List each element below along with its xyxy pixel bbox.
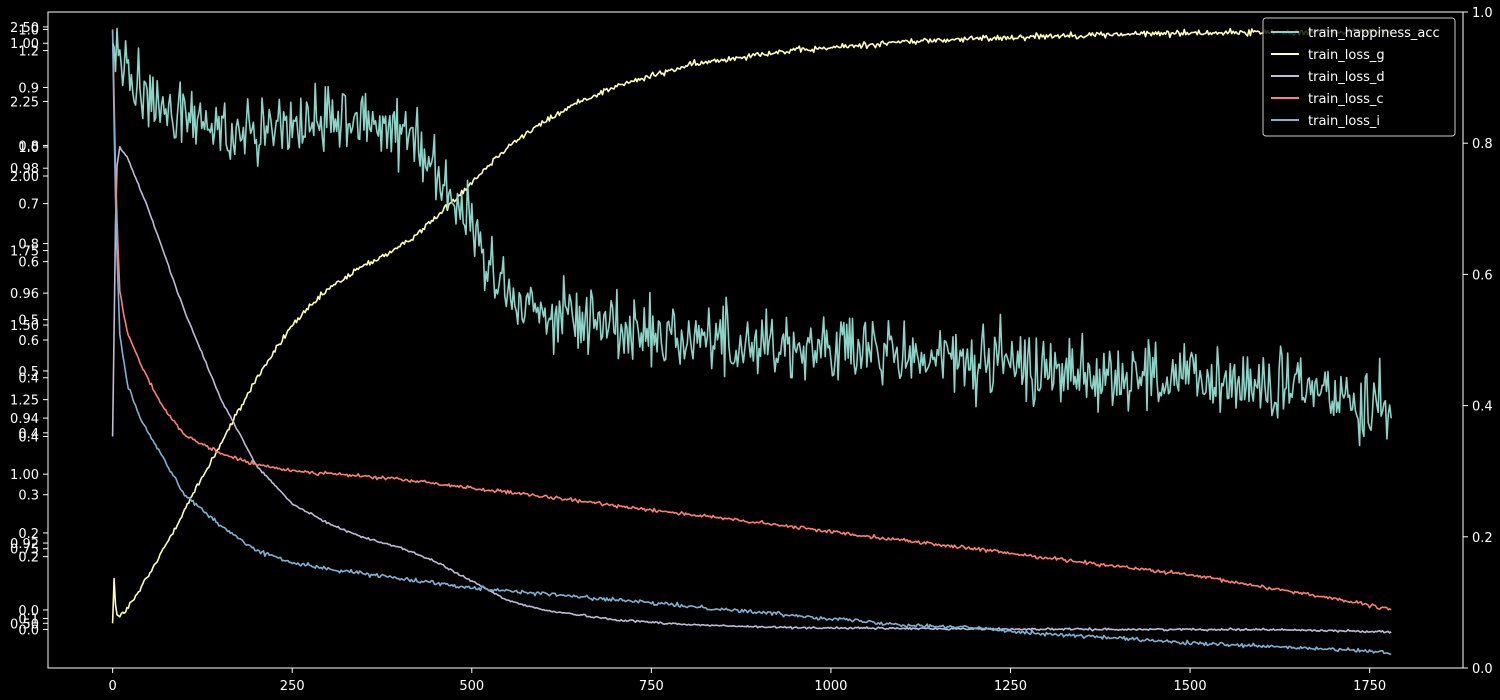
left-tick-label: 1.0 bbox=[18, 23, 39, 38]
x-tick-label: 0 bbox=[109, 679, 117, 694]
x-tick-label: 1500 bbox=[1174, 679, 1207, 694]
right-tick-label: 0.0 bbox=[1472, 662, 1493, 677]
left-tick-label: 0.1 bbox=[18, 612, 39, 627]
right-axis: 0.0 0.2 0.4 0.6 0.8 1.0 bbox=[1463, 6, 1493, 677]
left-tick-label: 0.4 bbox=[18, 430, 39, 445]
x-tick-label: 1250 bbox=[994, 679, 1027, 694]
left-tick-label: 0.50 bbox=[10, 617, 39, 632]
left-tick-label: 0.75 bbox=[10, 543, 39, 558]
left-tick-label: 1.25 bbox=[10, 394, 39, 409]
right-tick-label: 0.2 bbox=[1472, 531, 1493, 546]
left-tick-label: 0.98 bbox=[10, 162, 39, 177]
x-tick-label: 250 bbox=[280, 679, 305, 694]
left-tick-label: 0.92 bbox=[10, 537, 39, 552]
left-tick-label: 0.4 bbox=[18, 427, 39, 442]
series-line-train_happiness_acc bbox=[111, 27, 1392, 447]
x-tick-label: 500 bbox=[459, 679, 484, 694]
left-tick-label: 0.96 bbox=[10, 287, 39, 302]
left-tick-label: 0.4 bbox=[18, 372, 39, 387]
plot-area bbox=[47, 11, 1464, 669]
left-tick-label: 1.50 bbox=[10, 319, 39, 334]
left-tick-label: 0.3 bbox=[18, 489, 39, 504]
left-tick-label: 0.94 bbox=[10, 412, 39, 427]
legend-label: train_happiness_acc bbox=[1308, 26, 1440, 41]
left-tick-label: 0.6 bbox=[18, 256, 39, 271]
left-tick-label: 0.6 bbox=[18, 334, 39, 349]
left-tick-label: 1.0 bbox=[18, 141, 39, 156]
right-tick-label: 0.4 bbox=[1472, 400, 1493, 415]
left-tick-label: 0.2 bbox=[18, 527, 39, 542]
right-tick-label: 0.6 bbox=[1472, 268, 1493, 283]
legend: train_happiness_acc train_loss_g train_los… bbox=[1262, 17, 1456, 137]
left-tick-label: 1.00 bbox=[10, 468, 39, 483]
left-tick-label: 0.5 bbox=[18, 314, 39, 329]
right-tick-label: 1.0 bbox=[1472, 6, 1493, 21]
left-tick-label: 0.0 bbox=[18, 604, 39, 619]
x-tick-label: 1000 bbox=[814, 679, 847, 694]
left-tick-label: 1.75 bbox=[10, 245, 39, 260]
left-tick-label: 0.2 bbox=[18, 551, 39, 566]
left-tick-label: 2.00 bbox=[10, 170, 39, 185]
series-lines bbox=[111, 27, 1392, 655]
left-tick-label: 0.8 bbox=[18, 140, 39, 155]
series-line-train_loss_i bbox=[111, 30, 1392, 655]
legend-label: train_loss_g bbox=[1308, 48, 1385, 63]
left-tick-label: 0.9 bbox=[18, 81, 39, 96]
left-tick-label: 1.00 bbox=[10, 37, 39, 52]
x-tick-label: 1750 bbox=[1353, 679, 1386, 694]
legend-box bbox=[1262, 17, 1456, 137]
left-tick-label: 2.50 bbox=[10, 21, 39, 36]
x-axis: 0 250 500 750 1000 1250 1500 1750 bbox=[109, 668, 1386, 694]
series-line-train_loss_d bbox=[111, 146, 1392, 634]
series-line-train_loss_c bbox=[111, 29, 1392, 611]
legend-label: train_loss_i bbox=[1308, 114, 1380, 129]
right-tick-label: 0.8 bbox=[1472, 137, 1493, 152]
x-tick-label: 750 bbox=[639, 679, 664, 694]
left-tick-label: 1.2 bbox=[18, 45, 39, 60]
left-tick-label: 0.5 bbox=[18, 365, 39, 380]
left-axis: 0.92 0.94 0.96 0.98 1.00 0.50 0.75 1.00 1.25 1.50… bbox=[10, 21, 48, 638]
legend-label: train_loss_d bbox=[1308, 70, 1385, 85]
legend-label: train_loss_c bbox=[1308, 92, 1384, 107]
left-tick-label: 0.8 bbox=[18, 238, 39, 253]
series-line-train_loss_g bbox=[111, 27, 1392, 624]
left-tick-label: 0.7 bbox=[18, 198, 39, 213]
left-tick-label: 2.25 bbox=[10, 95, 39, 110]
left-tick-label: 0.0 bbox=[18, 623, 39, 638]
